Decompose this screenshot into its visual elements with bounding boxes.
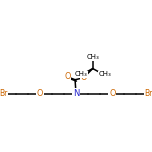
- Text: Br: Br: [0, 89, 8, 98]
- Text: CH₃: CH₃: [86, 54, 99, 60]
- Text: O: O: [80, 73, 87, 82]
- Text: Br: Br: [144, 89, 152, 98]
- Text: O: O: [109, 89, 115, 98]
- Text: N: N: [73, 89, 79, 98]
- Text: O: O: [37, 89, 43, 98]
- Text: CH₃: CH₃: [74, 71, 87, 77]
- Text: O: O: [64, 73, 71, 81]
- Text: CH₃: CH₃: [98, 71, 111, 77]
